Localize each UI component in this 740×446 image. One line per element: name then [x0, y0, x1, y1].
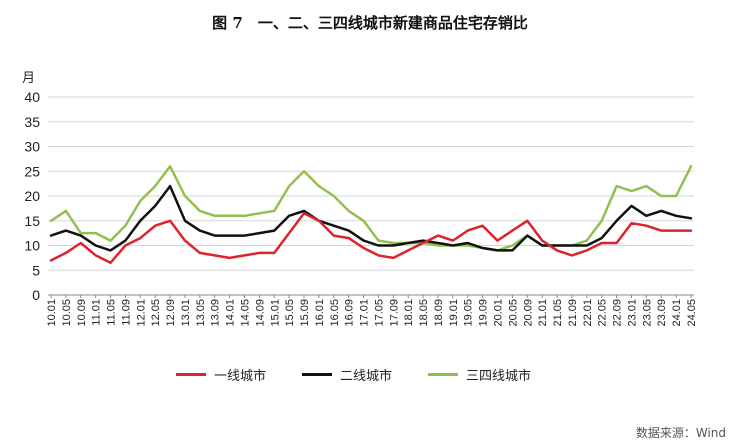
y-tick-label: 40 [24, 89, 40, 105]
x-tick-label: 21.01 [537, 299, 549, 327]
y-tick-label: 15 [24, 213, 40, 229]
x-tick-label: 10.05 [61, 299, 73, 327]
x-tick-label: 19.09 [478, 299, 490, 327]
x-tick-label: 19.01 [448, 299, 460, 327]
series-layer [49, 165, 693, 265]
y-tick-label: 20 [24, 188, 40, 204]
legend: 一线城市 二线城市 三四线城市 [0, 364, 740, 384]
legend-label-tier34: 三四线城市 [466, 368, 532, 384]
y-axis: 0 5 10 15 20 25 30 35 40 [24, 89, 40, 303]
x-tick-label: 14.01 [225, 299, 237, 327]
y-tick-label: 0 [32, 287, 40, 303]
x-tick-label: 16.09 [344, 299, 356, 327]
x-tick-label: 10.01 [46, 299, 58, 327]
x-tick-label: 17.09 [388, 299, 400, 327]
y-tick-label: 35 [24, 114, 40, 130]
source-note: 数据来源：Wind [635, 426, 726, 440]
legend-item-tier34: 三四线城市 [428, 364, 531, 384]
x-tick-label: 24.01 [671, 299, 683, 327]
x-axis: 10.01 10.05 10.09 11.01 11.05 11.09 12.01 12.05… [46, 294, 698, 327]
x-tick-label: 11.09 [120, 299, 132, 326]
series-line-1 [49, 212, 693, 265]
x-tick-label: 12.01 [135, 299, 147, 327]
x-tick-label: 20.05 [507, 299, 519, 327]
legend-item-tier2: 二线城市 [302, 364, 392, 384]
x-tick-label: 18.01 [403, 299, 415, 327]
x-tick-label: 21.05 [552, 299, 564, 327]
y-tick-label: 5 [32, 262, 40, 278]
legend-swatch-tier2 [302, 372, 332, 376]
x-tick-label: 22.01 [582, 299, 594, 327]
x-tick-label: 11.05 [106, 299, 118, 326]
x-tick-label: 10.09 [76, 299, 88, 327]
x-tick-label: 11.01 [91, 299, 103, 326]
x-tick-label: 21.09 [567, 299, 579, 327]
legend-label-tier1: 一线城市 [214, 368, 267, 384]
x-tick-label: 23.05 [641, 299, 653, 327]
x-tick-label: 16.01 [314, 299, 326, 327]
y-tick-label: 10 [24, 238, 40, 254]
x-tick-label: 13.01 [180, 299, 192, 327]
series-line-3 [49, 165, 693, 252]
x-tick-label: 23.09 [656, 299, 668, 327]
series-line-2 [49, 184, 693, 252]
x-tick-label: 24.05 [686, 299, 698, 327]
legend-label-tier2: 二线城市 [340, 368, 393, 384]
x-tick-label: 13.05 [195, 299, 207, 327]
y-axis-label: 月 [22, 71, 35, 86]
x-tick-label: 15.01 [269, 299, 281, 327]
x-tick-label: 16.05 [329, 299, 341, 327]
y-tick-label: 25 [24, 163, 40, 179]
x-tick-label: 14.09 [254, 299, 266, 327]
x-tick-label: 20.01 [493, 299, 505, 327]
grid-layer [48, 96, 694, 271]
x-tick-label: 20.09 [522, 299, 534, 327]
x-tick-label: 19.05 [463, 299, 475, 327]
legend-swatch-tier34 [428, 372, 458, 376]
x-tick-label: 15.09 [299, 299, 311, 327]
legend-item-tier1: 一线城市 [176, 364, 266, 384]
y-tick-label: 30 [24, 139, 40, 155]
x-tick-label: 23.01 [626, 299, 638, 327]
x-tick-label: 18.09 [433, 299, 445, 327]
x-tick-label: 22.09 [612, 299, 624, 327]
x-tick-label: 22.05 [597, 299, 609, 327]
chart-title: 图 7 一、二、三四线城市新建商品住宅存销比 [212, 14, 528, 32]
x-tick-label: 18.05 [418, 299, 430, 327]
x-tick-label: 12.09 [165, 299, 177, 327]
x-tick-label: 13.09 [210, 299, 222, 327]
x-tick-label: 17.01 [359, 299, 371, 327]
x-tick-label: 15.05 [284, 299, 296, 327]
x-tick-label: 12.05 [150, 299, 162, 327]
x-tick-label: 14.05 [239, 299, 251, 327]
x-tick-label: 17.05 [373, 299, 385, 327]
legend-swatch-tier1 [176, 372, 206, 376]
